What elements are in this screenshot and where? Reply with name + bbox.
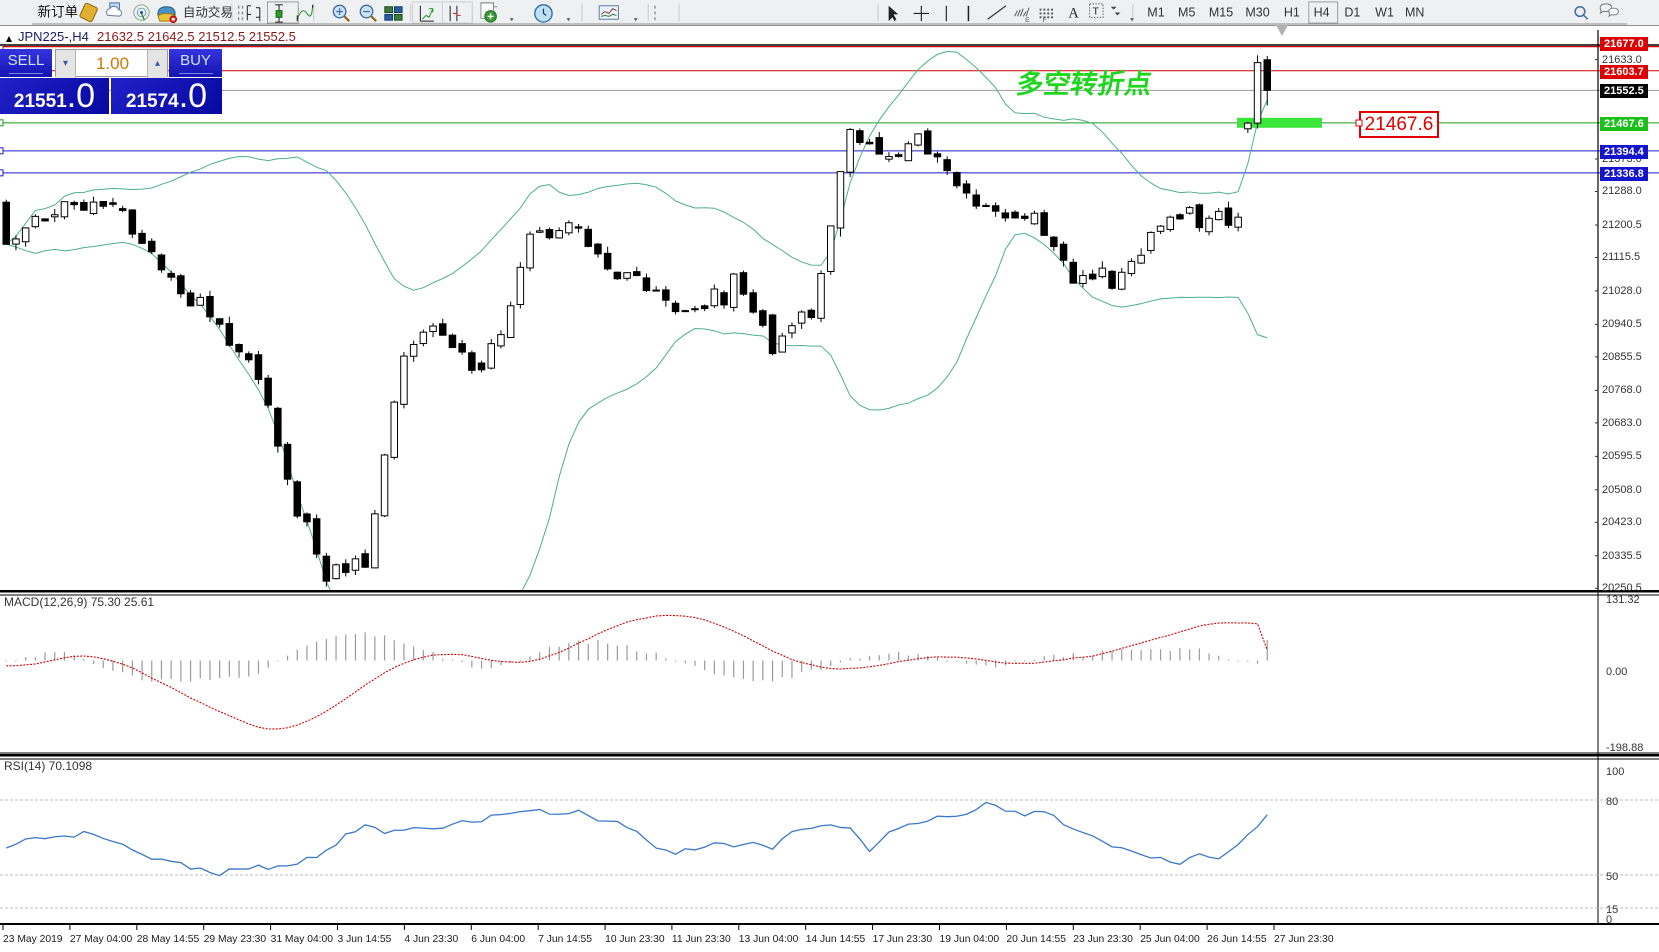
svg-text:6 Jun 04:00: 6 Jun 04:00 bbox=[471, 934, 525, 945]
svg-text:MACD(12,26,9) 75.30 25.61: MACD(12,26,9) 75.30 25.61 bbox=[4, 595, 154, 609]
svg-text:27 May 04:00: 27 May 04:00 bbox=[70, 934, 133, 945]
svg-text:31 May 04:00: 31 May 04:00 bbox=[271, 934, 334, 945]
svg-text:19 Jun 04:00: 19 Jun 04:00 bbox=[940, 934, 1000, 945]
svg-text:20 Jun 14:55: 20 Jun 14:55 bbox=[1006, 934, 1066, 945]
svg-text:13 Jun 04:00: 13 Jun 04:00 bbox=[739, 934, 799, 945]
svg-text:4 Jun 23:30: 4 Jun 23:30 bbox=[404, 934, 458, 945]
svg-text:3 Jun 14:55: 3 Jun 14:55 bbox=[338, 934, 392, 945]
svg-text:17 Jun 23:30: 17 Jun 23:30 bbox=[873, 934, 933, 945]
svg-text:28 May 14:55: 28 May 14:55 bbox=[137, 934, 200, 945]
svg-text:RSI(14) 70.1098: RSI(14) 70.1098 bbox=[4, 759, 92, 773]
svg-text:7 Jun 14:55: 7 Jun 14:55 bbox=[538, 934, 592, 945]
svg-text:29 May 23:30: 29 May 23:30 bbox=[204, 934, 267, 945]
svg-text:27 Jun 23:30: 27 Jun 23:30 bbox=[1274, 934, 1334, 945]
svg-text:10 Jun 23:30: 10 Jun 23:30 bbox=[605, 934, 665, 945]
svg-text:26 Jun 14:55: 26 Jun 14:55 bbox=[1207, 934, 1267, 945]
svg-text:25 Jun 04:00: 25 Jun 04:00 bbox=[1140, 934, 1200, 945]
svg-text:23 May 2019: 23 May 2019 bbox=[3, 934, 63, 945]
svg-text:11 Jun 23:30: 11 Jun 23:30 bbox=[672, 934, 731, 945]
svg-text:14 Jun 14:55: 14 Jun 14:55 bbox=[806, 934, 866, 945]
svg-text:23 Jun 23:30: 23 Jun 23:30 bbox=[1073, 934, 1133, 945]
